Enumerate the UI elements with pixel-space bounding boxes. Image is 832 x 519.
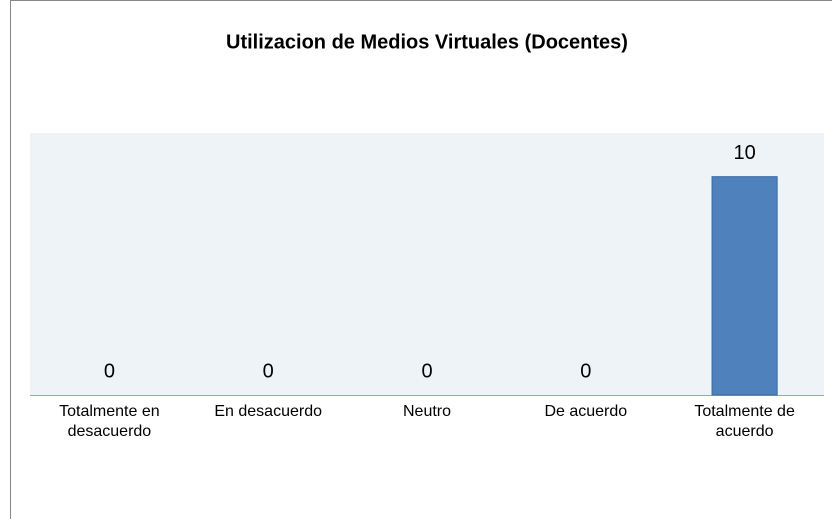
data-label: 0 bbox=[421, 360, 432, 382]
x-tick-label: Totalmente en desacuerdo bbox=[59, 403, 160, 440]
data-label: 0 bbox=[580, 360, 591, 382]
x-tick-label: En desacuerdo bbox=[214, 403, 322, 420]
x-tick-label: Neutro bbox=[402, 403, 452, 420]
chart-title: Utilizacion de Medios Virtuales (Docente… bbox=[226, 31, 628, 53]
data-label: 10 bbox=[733, 142, 755, 164]
data-label: 0 bbox=[104, 360, 115, 382]
bar bbox=[711, 176, 778, 396]
x-tick-label: De acuerdo bbox=[544, 403, 628, 420]
data-label: 0 bbox=[263, 360, 274, 382]
plot-area bbox=[30, 133, 824, 395]
x-tick-label: Totalmente de acuerdo bbox=[694, 403, 795, 440]
